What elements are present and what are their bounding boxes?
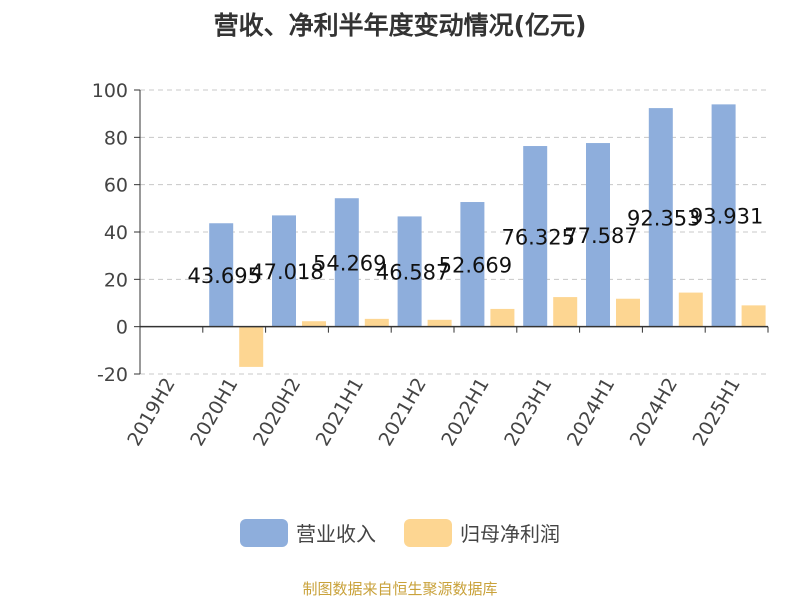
bar-revenue (272, 215, 296, 327)
y-tick-label: 60 (104, 175, 128, 197)
data-label-revenue: 93.931 (690, 205, 763, 229)
bar-revenue (523, 146, 548, 327)
bar-net-profit (553, 297, 578, 327)
y-tick-label: 0 (116, 317, 128, 339)
legend-item-revenue[interactable]: 营业收入 (240, 518, 376, 547)
chart-title: 营收、净利半年度变动情况(亿元) (213, 11, 587, 40)
legend-swatch-net-profit (404, 518, 452, 547)
bar-revenue (209, 223, 234, 327)
bar-revenue (648, 108, 673, 327)
x-tick-label: 2021H2 (375, 374, 431, 450)
x-tick-label: 2021H1 (312, 374, 368, 450)
bar-net-profit (427, 319, 452, 327)
y-tick-label: 40 (104, 222, 128, 244)
bar-net-profit (490, 308, 515, 327)
x-tick-label: 2025H1 (689, 374, 745, 450)
y-tick-label: 100 (92, 80, 128, 102)
bar-net-profit (678, 292, 703, 327)
x-tick-label: 2024H1 (563, 374, 619, 450)
legend-label-revenue: 营业收入 (296, 522, 376, 546)
data-label-revenue: 77.587 (564, 224, 637, 248)
source-note: 制图数据来自恒生聚源数据库 (302, 580, 498, 598)
y-tick-label: -20 (97, 364, 128, 386)
bar-revenue (711, 104, 736, 327)
bar-net-profit (239, 326, 264, 367)
bar-revenue (334, 198, 359, 327)
bar-revenue (586, 143, 610, 327)
legend-item-net-profit[interactable]: 归母净利润 (404, 518, 560, 547)
x-tick-label: 2022H1 (437, 374, 493, 450)
data-label-revenue: 43.695 (187, 264, 260, 288)
data-label-revenue: 54.269 (313, 251, 386, 275)
y-tick-label: 20 (104, 269, 128, 291)
bar-net-profit (302, 321, 326, 327)
bar-net-profit (616, 298, 640, 327)
bar-net-profit (741, 305, 766, 327)
x-tick-label: 2020H1 (186, 374, 242, 450)
bar-revenue (397, 216, 422, 327)
x-tick-label: 2024H2 (626, 374, 682, 450)
data-label-revenue: 92.353 (627, 206, 700, 230)
legend-label-net-profit: 归母净利润 (460, 522, 560, 546)
bar-revenue (460, 202, 485, 327)
data-label-revenue: 46.587 (376, 261, 449, 285)
data-label-revenue: 52.669 (439, 253, 512, 277)
data-label-revenue: 76.325 (501, 225, 574, 249)
x-tick-label: 2020H2 (249, 374, 305, 450)
x-tick-label: 2019H2 (123, 374, 179, 450)
legend: 营业收入 归母净利润 (0, 518, 800, 547)
bar-net-profit (364, 318, 389, 327)
data-label-revenue: 47.018 (250, 260, 323, 284)
legend-swatch-revenue (240, 518, 288, 547)
x-tick-label: 2023H1 (500, 374, 556, 450)
y-tick-label: 80 (104, 127, 128, 149)
